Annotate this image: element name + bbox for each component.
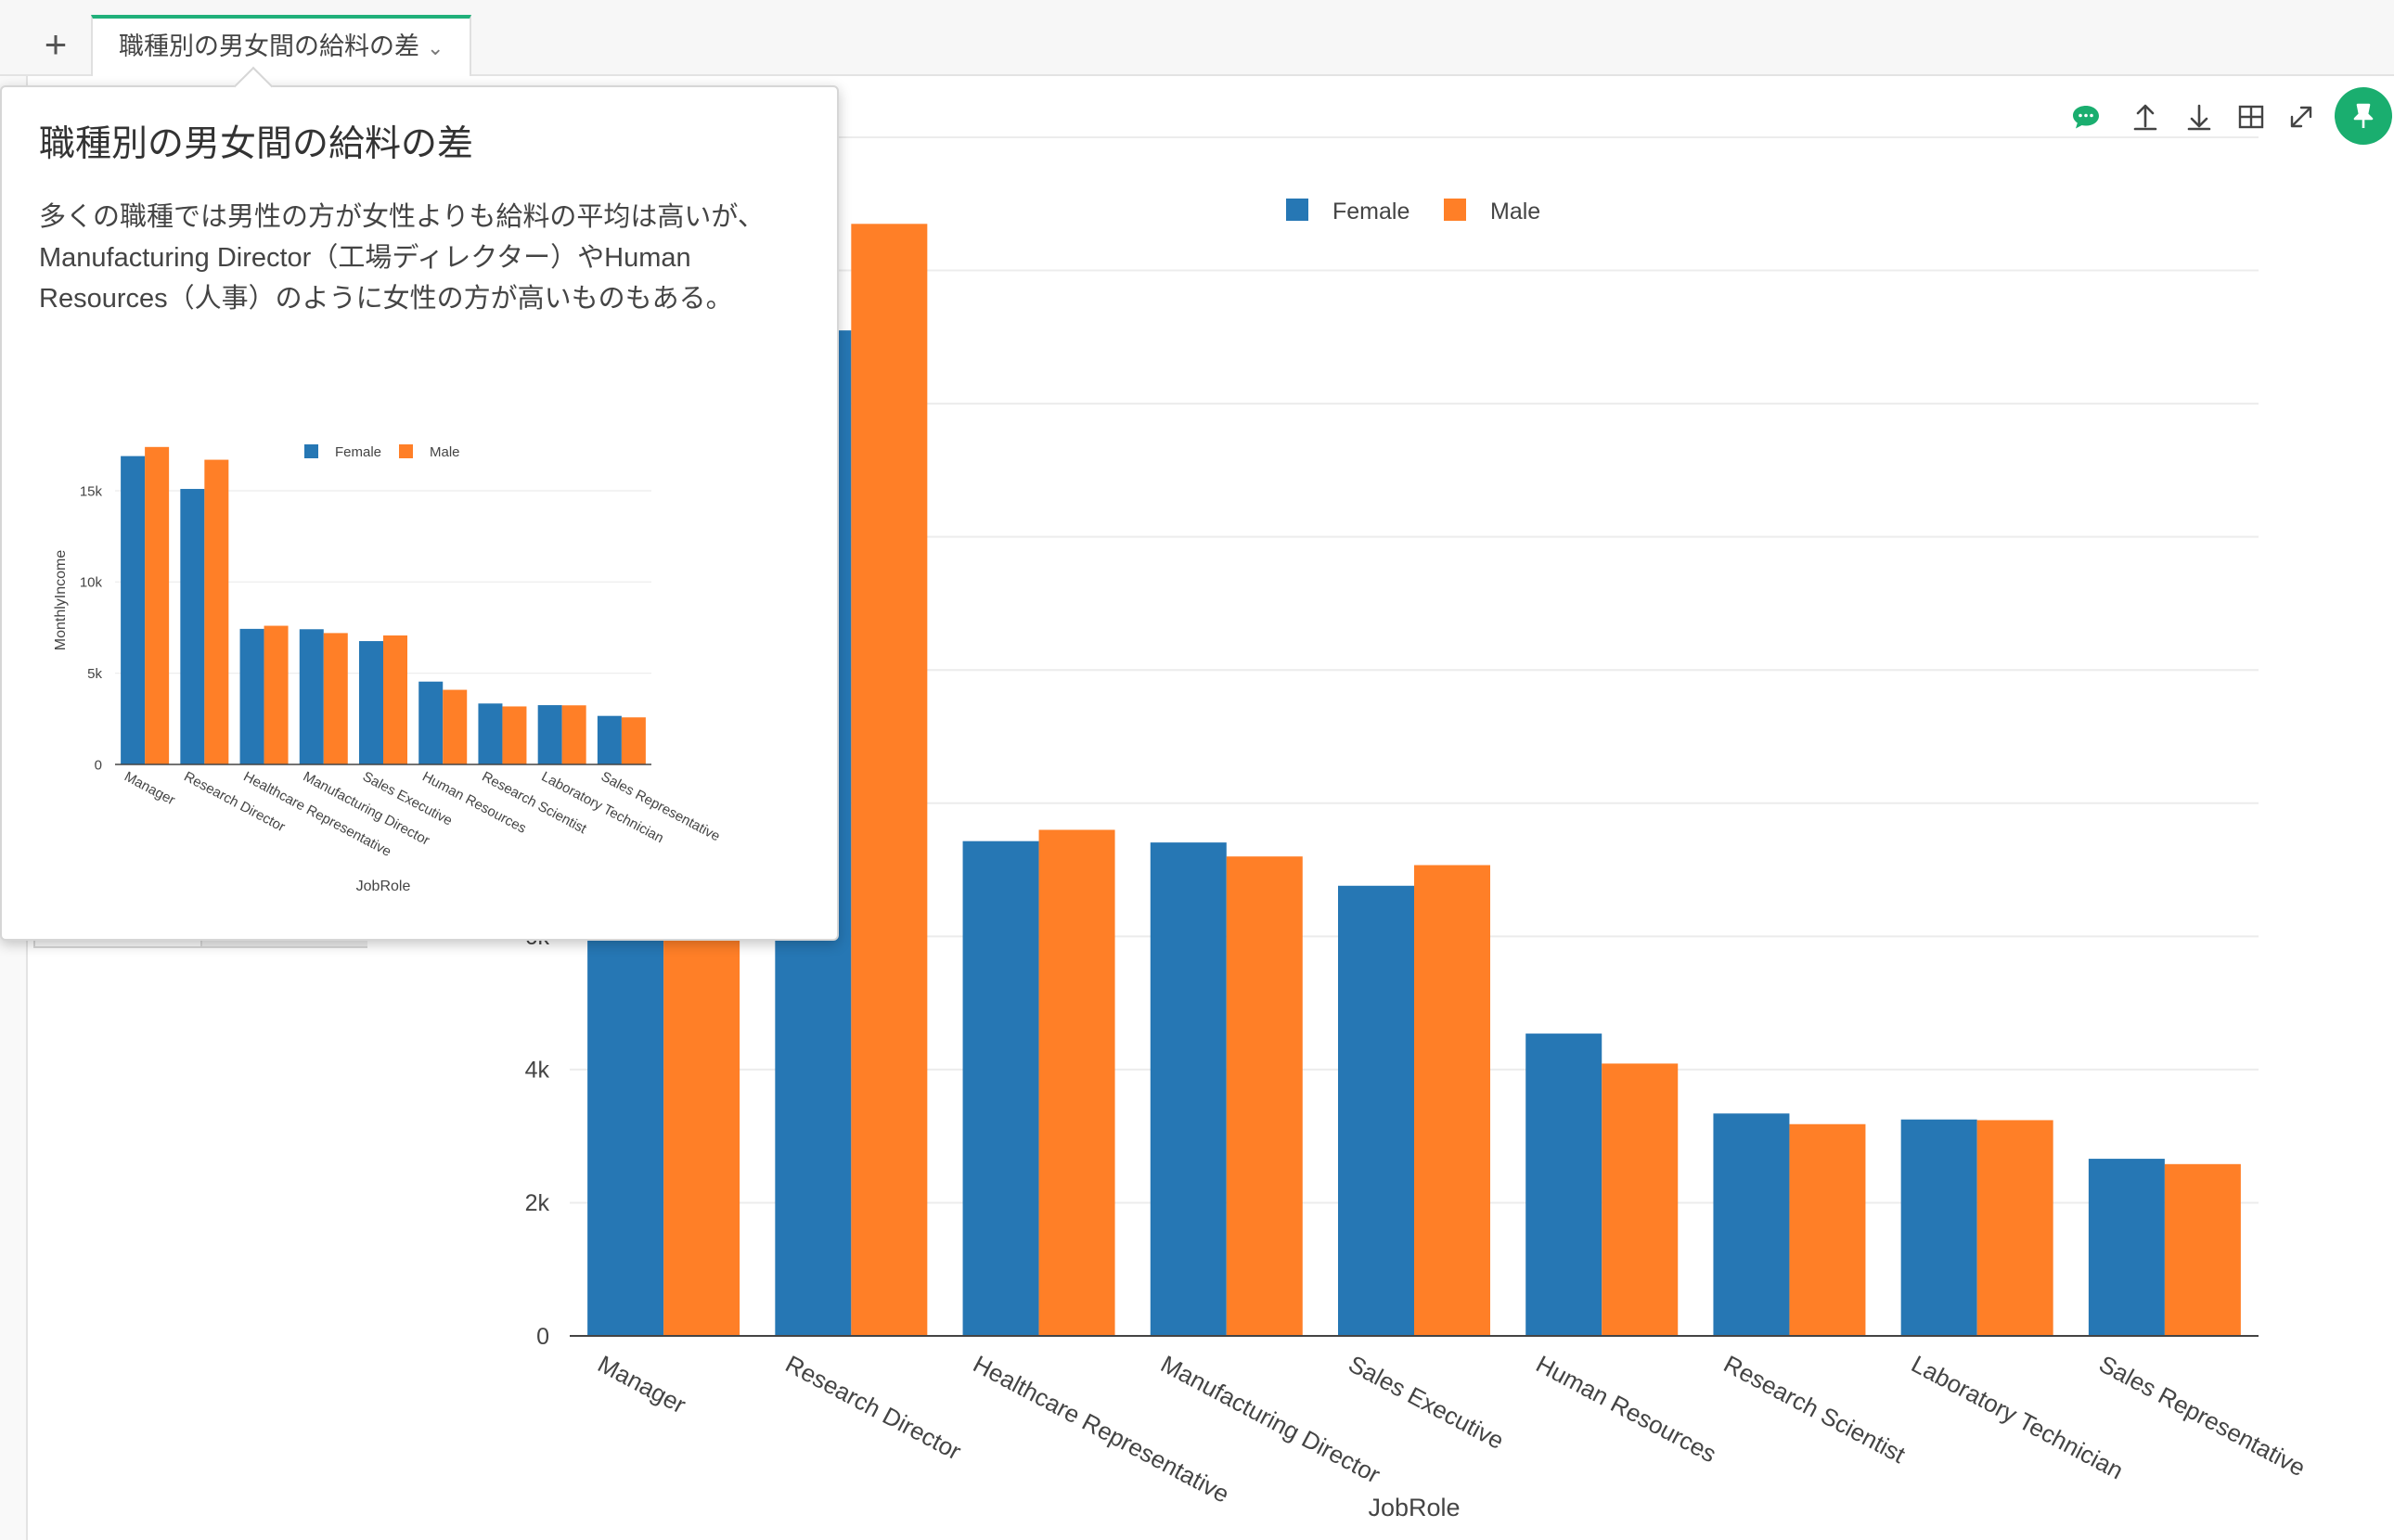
x-tick-label: Research Director: [181, 769, 288, 836]
expand-icon[interactable]: [2281, 96, 2322, 137]
x-tick-label: Human Resources: [1532, 1350, 1721, 1469]
tab-bar: + 職種別の男女間の給料の差 ⌄: [0, 0, 2394, 76]
bar-female: [359, 641, 383, 764]
bar-male: [1789, 1123, 1866, 1336]
bar-female: [1713, 1113, 1790, 1336]
x-tick-label: Sales Executive: [1344, 1350, 1508, 1455]
y-tick-label: 0: [95, 757, 102, 773]
legend-label-male: Male: [1490, 199, 1540, 225]
bar-male: [851, 224, 928, 1336]
y-tick-label: 4k: [525, 1058, 550, 1084]
bar-female: [121, 456, 146, 764]
comment-icon[interactable]: [2066, 96, 2106, 137]
upload-icon[interactable]: [2125, 96, 2166, 137]
bar-male: [1602, 1063, 1679, 1336]
bar-female: [2088, 1159, 2165, 1336]
bar-male: [145, 446, 170, 764]
y-tick-label: 5k: [87, 666, 102, 682]
x-axis-title: JobRole: [356, 879, 411, 894]
bar-male: [1038, 829, 1115, 1336]
table-icon[interactable]: [2231, 96, 2272, 137]
description-popup: 職種別の男女間の給料の差 多くの職種では男性の方が女性よりも給料の平均は高いが、…: [0, 66, 839, 941]
bar-male: [621, 717, 646, 764]
bar-male: [1414, 865, 1490, 1336]
bar-male: [443, 689, 468, 764]
bar-male: [204, 459, 229, 764]
legend-swatch-female: [304, 444, 318, 458]
tab-salary-diff[interactable]: 職種別の男女間の給料の差 ⌄: [91, 15, 472, 76]
legend-swatch-male: [399, 444, 413, 458]
x-tick-label: Research Director: [781, 1350, 966, 1466]
bar-male: [561, 705, 586, 764]
bar-female: [537, 705, 562, 764]
bar-female: [962, 841, 1039, 1336]
chevron-down-icon[interactable]: ⌄: [427, 36, 444, 59]
pin-button[interactable]: [2335, 87, 2392, 145]
x-tick-label: Manager: [593, 1350, 690, 1419]
bar-female: [1338, 885, 1414, 1336]
bar-male: [1226, 856, 1303, 1336]
y-tick-label: 0: [536, 1324, 549, 1350]
x-tick-label: Human Resources: [419, 769, 529, 837]
bar-male: [502, 706, 527, 764]
x-tick-label: Research Scientist: [1719, 1350, 1911, 1469]
download-icon[interactable]: [2179, 96, 2220, 137]
bar-male: [2164, 1163, 2241, 1336]
popup-description: 多くの職種では男性の方が女性よりも給料の平均は高いが、Manufacturing…: [39, 202, 765, 314]
bar-female: [180, 489, 205, 764]
x-axis-title: JobRole: [1368, 1494, 1460, 1521]
bar-female: [1150, 842, 1227, 1336]
bar-male: [264, 625, 289, 764]
legend-swatch-female: [1286, 199, 1308, 221]
y-axis-title: MonthlyIncome: [53, 550, 69, 651]
bar-male: [1976, 1120, 2053, 1336]
x-tick-label: Research Scientist: [479, 769, 589, 838]
bar-male: [323, 633, 348, 764]
y-tick-label: 15k: [80, 483, 103, 499]
x-tick-label: Manager: [122, 769, 177, 809]
bar-female: [597, 715, 622, 764]
pin-icon: [2353, 103, 2374, 128]
y-tick-label: 10k: [80, 575, 103, 591]
tab-title: 職種別の男女間の給料の差: [119, 32, 419, 60]
legend-label-male: Male: [430, 444, 460, 460]
popup-title: 職種別の男女間の給料の差: [39, 124, 474, 164]
bar-female: [1525, 1033, 1602, 1336]
legend-label-female: Female: [1332, 199, 1409, 225]
legend-label-female: Female: [335, 444, 381, 460]
x-tick-label: Laboratory Technician: [1907, 1350, 2128, 1485]
bar-female: [418, 681, 444, 764]
y-tick-label: 2k: [525, 1190, 550, 1216]
add-tab-button[interactable]: +: [44, 22, 68, 66]
legend-swatch-male: [1444, 199, 1466, 221]
bar-female: [478, 703, 503, 764]
bar-female: [299, 629, 324, 764]
bar-female: [1900, 1119, 1977, 1336]
bar-male: [383, 635, 407, 764]
bar-female: [239, 628, 264, 764]
